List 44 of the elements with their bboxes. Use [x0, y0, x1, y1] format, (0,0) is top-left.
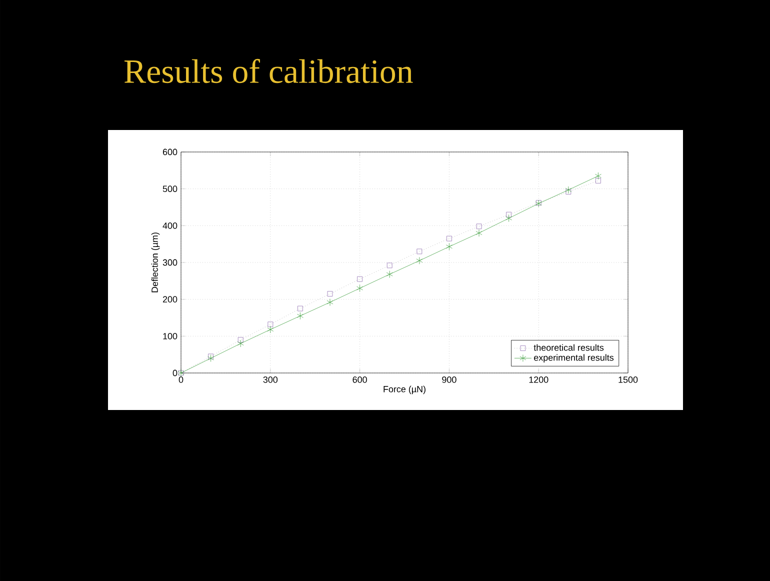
point — [506, 212, 512, 218]
point — [326, 298, 334, 306]
chart-title: Results of calibration — [124, 58, 413, 84]
point — [298, 306, 303, 312]
point — [416, 256, 423, 264]
x-tick-label: 900 — [442, 376, 456, 383]
point — [267, 326, 274, 334]
point — [386, 262, 392, 268]
point — [296, 312, 304, 320]
point — [238, 337, 244, 343]
y-tick-label: 500 — [162, 186, 178, 192]
x-axis-title: Force (µN) — [384, 386, 426, 394]
y-axis-title: Deflection (µm) — [151, 232, 160, 292]
x-tick-label: 1200 — [529, 376, 548, 383]
point — [357, 276, 362, 282]
point — [566, 189, 572, 194]
point — [594, 172, 602, 180]
y-tick-label: 0 — [172, 370, 178, 376]
y-tick-label: 400 — [162, 222, 178, 229]
point — [506, 214, 512, 222]
point — [356, 284, 364, 292]
point — [596, 178, 601, 184]
point — [327, 291, 333, 296]
x-tick-label: 0 — [178, 376, 184, 383]
x-tick-label: 300 — [263, 376, 278, 383]
point — [476, 224, 482, 230]
point — [476, 229, 482, 237]
y-tick-label: 600 — [162, 148, 178, 156]
point — [446, 242, 452, 250]
point — [268, 322, 274, 328]
y-tick-label: 100 — [163, 332, 178, 340]
point — [446, 236, 452, 242]
point — [237, 340, 244, 348]
point — [208, 354, 214, 362]
legend-label: theoretical results — [534, 344, 604, 351]
legend-label: experimental results — [534, 354, 614, 363]
point — [386, 270, 393, 278]
y-tick-label: 300 — [162, 259, 178, 266]
y-tick-label: 200 — [162, 296, 178, 302]
x-tick-label: 600 — [352, 376, 367, 383]
point — [416, 248, 422, 254]
x-tick-label: 1500 — [618, 376, 638, 383]
point — [208, 354, 214, 360]
point — [565, 186, 572, 194]
